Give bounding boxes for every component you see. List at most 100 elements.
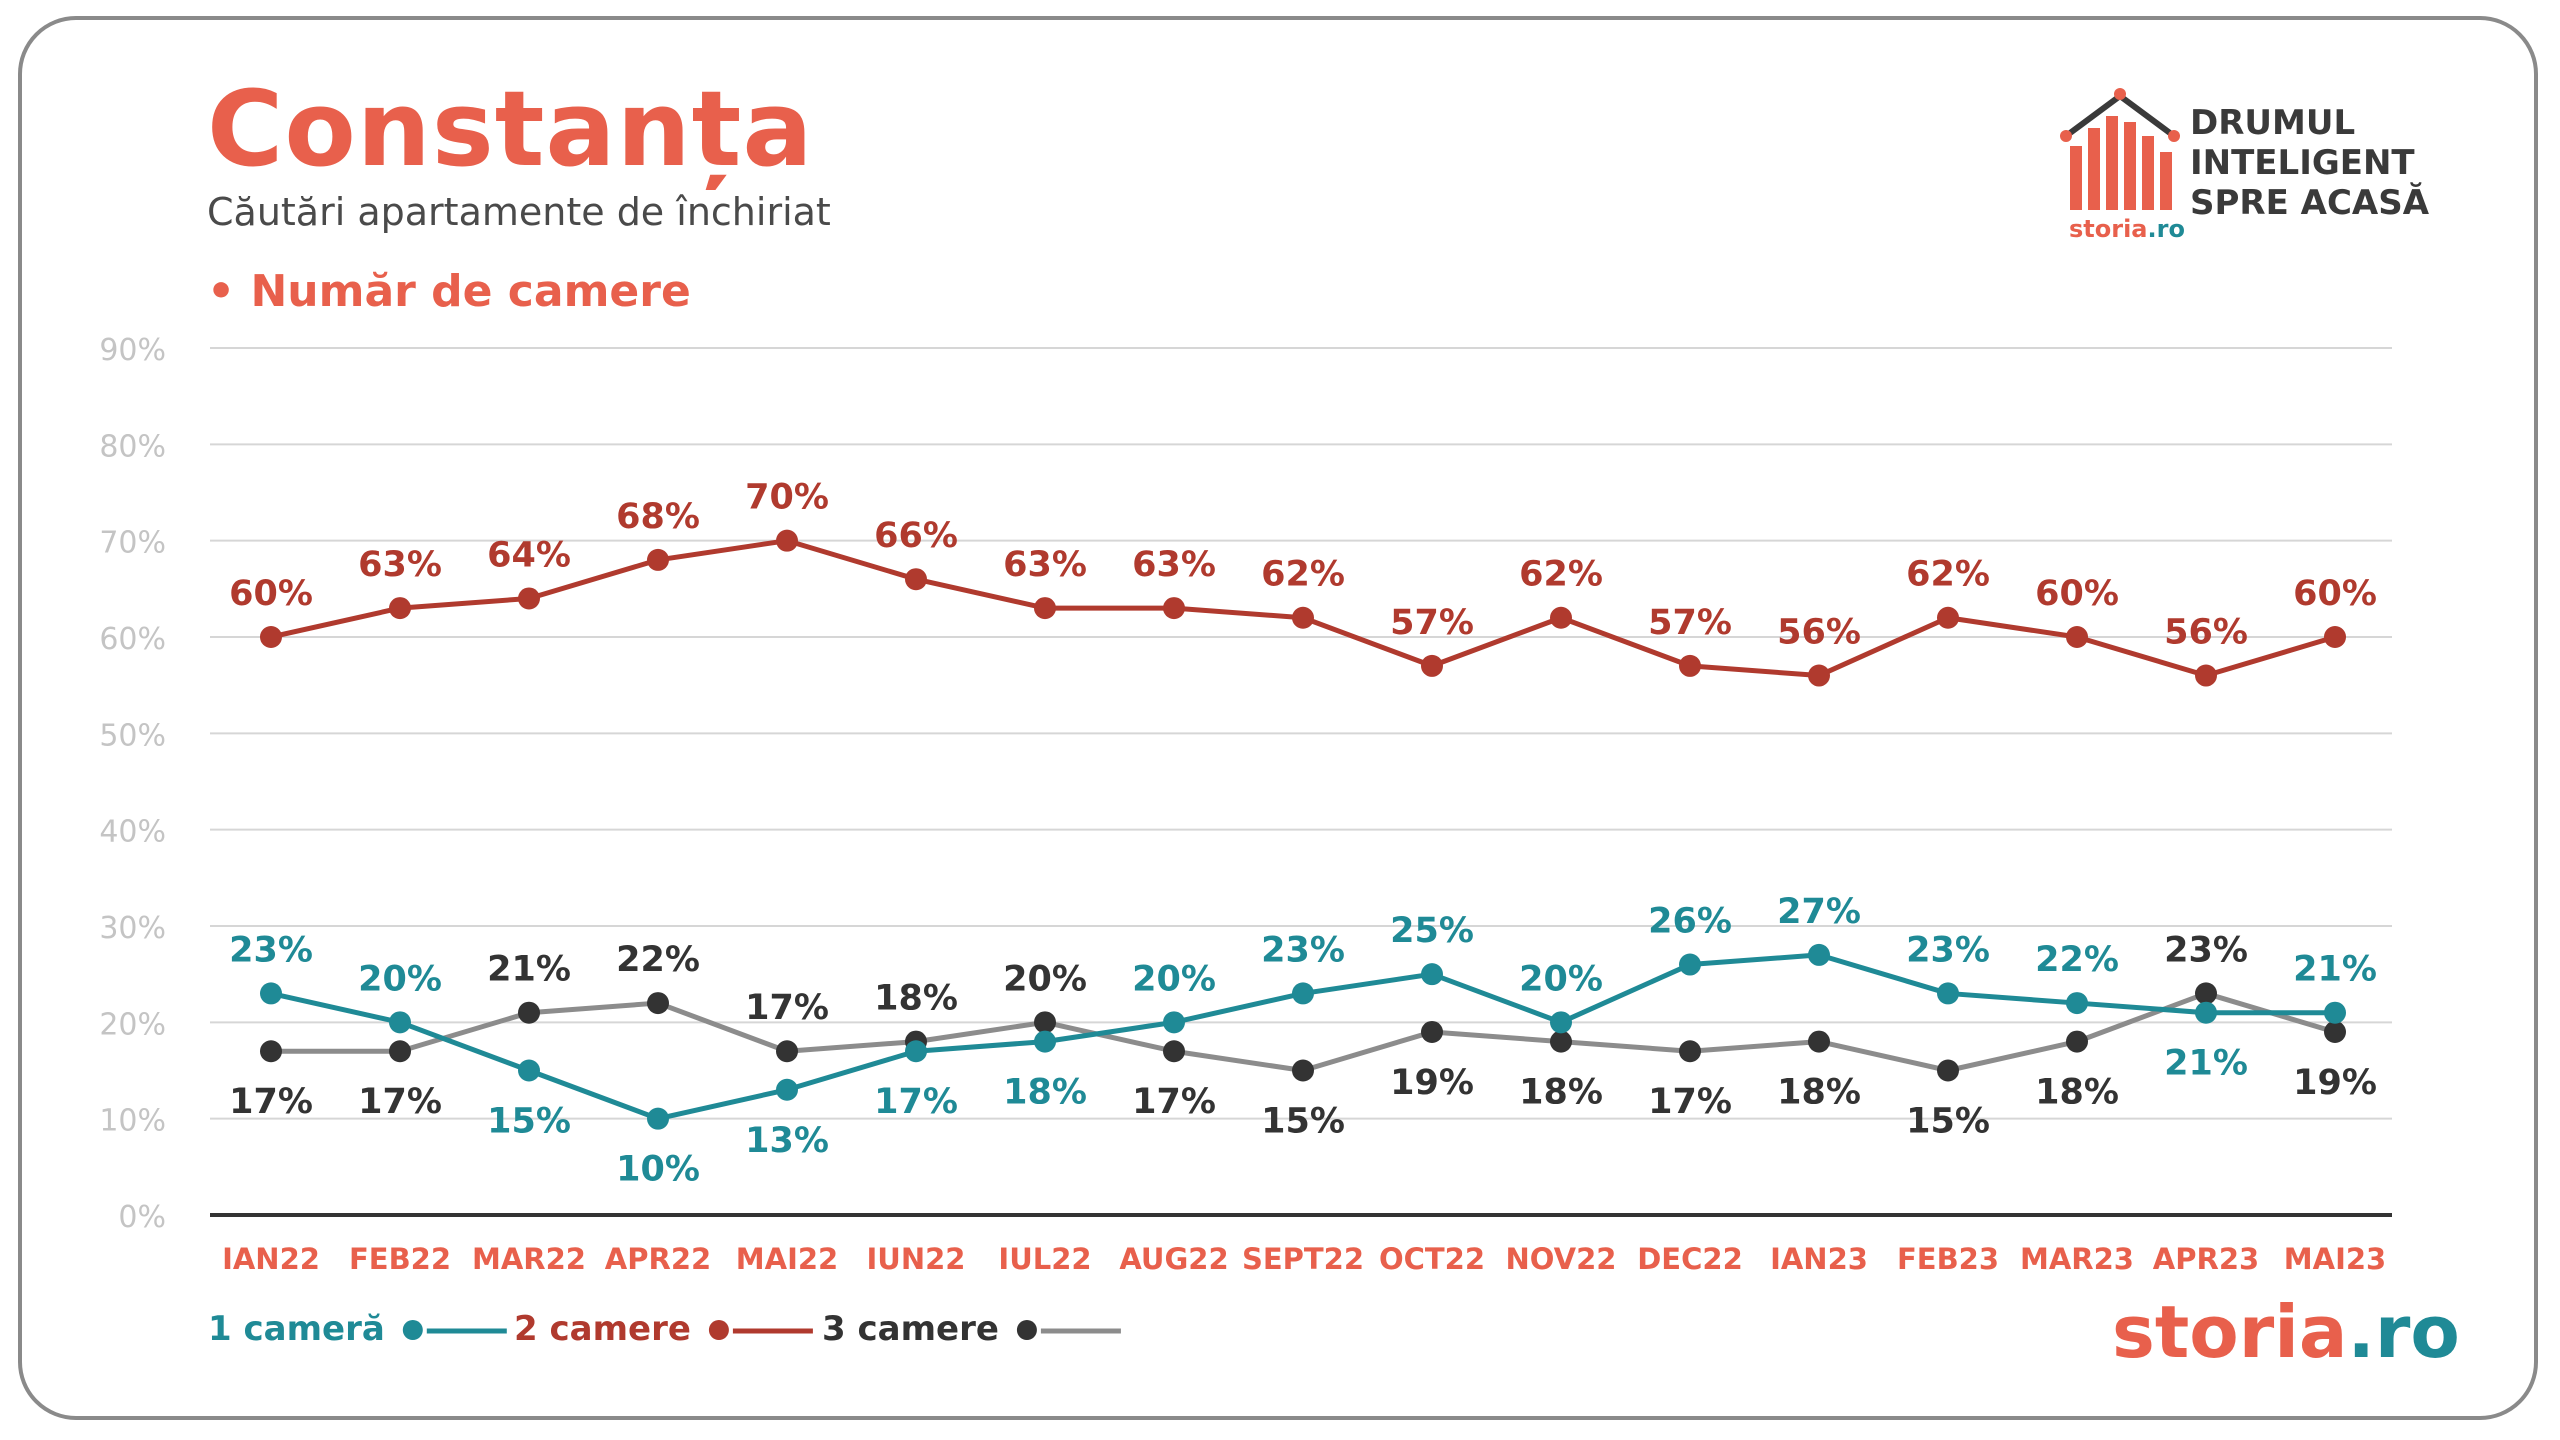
data-label-series-2: 57%: [1390, 603, 1474, 643]
data-label-series-1: 23%: [1906, 930, 1990, 970]
data-point-series-3: [1808, 1030, 1830, 1053]
x-tick-label: IUL22: [998, 1242, 1091, 1276]
data-label-series-3: 17%: [1132, 1082, 1216, 1122]
data-point-series-3: [1550, 1030, 1572, 1053]
house-chart-logo-icon: [2060, 88, 2180, 210]
data-point-series-3: [389, 1040, 411, 1063]
data-point-series-2: [2195, 664, 2217, 687]
data-label-series-1: 18%: [1003, 1073, 1087, 1113]
x-tick-label: SEPT22: [1242, 1242, 1364, 1276]
y-tick-label: 80%: [99, 429, 166, 464]
data-point-series-2: [647, 548, 669, 571]
data-label-series-3: 18%: [874, 979, 958, 1019]
data-label-series-3: 18%: [1519, 1073, 1603, 1113]
data-label-series-2: 62%: [1261, 555, 1345, 595]
data-point-series-3: [647, 992, 669, 1015]
data-point-series-2: [776, 529, 798, 552]
x-tick-label: MAI23: [2284, 1242, 2386, 1276]
y-tick-label: 0%: [118, 1200, 166, 1235]
data-point-series-1: [1937, 982, 1959, 1005]
data-point-series-3: [1937, 1059, 1959, 1082]
tagline-line-3: SPRE ACASĂ: [2190, 183, 2430, 223]
data-label-series-1: 23%: [1261, 930, 1345, 970]
data-label-series-3: 15%: [1261, 1102, 1345, 1142]
data-point-series-2: [389, 597, 411, 620]
card-frame: [18, 16, 2538, 1420]
data-point-series-2: [2066, 626, 2088, 648]
data-point-series-2: [1808, 664, 1830, 687]
data-label-series-3: 18%: [1777, 1073, 1861, 1113]
data-point-series-1: [1808, 943, 1830, 966]
data-label-series-2: 63%: [1003, 545, 1087, 585]
data-label-series-3: 17%: [1648, 1082, 1732, 1122]
data-point-series-2: [905, 568, 927, 591]
data-point-series-1: [389, 1011, 411, 1034]
data-label-series-2: 63%: [358, 545, 442, 585]
data-point-series-3: [1421, 1020, 1443, 1043]
data-point-series-1: [1679, 953, 1701, 976]
x-tick-label: MAI22: [736, 1242, 838, 1276]
data-label-series-1: 23%: [229, 930, 313, 970]
data-point-series-2: [2324, 626, 2346, 648]
x-tick-label: MAR23: [2020, 1242, 2134, 1276]
brand-logo-small: storia.ro: [2069, 215, 2185, 243]
data-label-series-2: 64%: [487, 535, 571, 575]
data-point-series-3: [1163, 1040, 1185, 1063]
data-label-series-1: 13%: [745, 1121, 829, 1161]
data-label-series-2: 56%: [1777, 613, 1861, 653]
x-tick-label: MAR22: [472, 1242, 586, 1276]
series-line-1: [270, 952, 2335, 1122]
data-label-series-1: 26%: [1648, 902, 1732, 942]
legend-label-3: 3 camere: [822, 1309, 999, 1349]
data-point-series-1: [1292, 982, 1314, 1005]
data-label-series-3: 22%: [616, 940, 700, 980]
brand-tagline: DRUMUL INTELIGENT SPRE ACASĂ: [2190, 103, 2429, 223]
data-label-series-1: 20%: [1132, 959, 1216, 999]
data-label-series-1: 25%: [1390, 911, 1474, 951]
data-point-series-3: [2324, 1020, 2346, 1043]
logo-small-tld: .ro: [2147, 215, 2185, 243]
legend-marker-2: [708, 1320, 729, 1340]
y-tick-label: 70%: [99, 526, 166, 561]
data-point-series-1: [2195, 1001, 2217, 1024]
data-point-series-1: [260, 982, 282, 1005]
x-tick-label: APR22: [605, 1242, 711, 1276]
data-point-series-1: [2066, 992, 2088, 1015]
data-label-series-2: 68%: [616, 497, 700, 537]
data-point-series-1: [1550, 1011, 1572, 1034]
data-point-series-1: [1163, 1011, 1185, 1034]
data-label-series-3: 17%: [358, 1082, 442, 1122]
data-point-series-3: [1292, 1059, 1314, 1082]
data-point-series-2: [1163, 597, 1185, 620]
data-label-series-1: 21%: [2293, 950, 2377, 990]
data-point-series-1: [905, 1040, 927, 1063]
data-label-series-3: 19%: [1390, 1063, 1474, 1103]
data-point-series-3: [1034, 1011, 1056, 1034]
data-label-series-1: 10%: [616, 1150, 700, 1190]
y-tick-label: 10%: [99, 1104, 166, 1139]
data-point-series-1: [2324, 1001, 2346, 1024]
data-label-series-1: 20%: [1519, 959, 1603, 999]
data-label-series-2: 62%: [1519, 555, 1603, 595]
data-label-series-3: 19%: [2293, 1063, 2377, 1103]
x-tick-label: AUG22: [1119, 1242, 1228, 1276]
legend-marker-3: [1016, 1320, 1037, 1340]
data-label-series-1: 15%: [487, 1102, 571, 1142]
data-point-series-1: [647, 1107, 669, 1130]
data-label-series-1: 22%: [2035, 940, 2119, 980]
data-point-series-3: [2195, 982, 2217, 1005]
data-label-series-2: 56%: [2164, 613, 2248, 653]
x-tick-label: DEC22: [1637, 1242, 1743, 1276]
tagline-line-1: DRUMUL: [2190, 103, 2356, 143]
data-label-series-2: 66%: [874, 516, 958, 556]
data-label-series-1: 21%: [2164, 1044, 2248, 1084]
data-point-series-1: [518, 1059, 540, 1082]
data-point-series-1: [1034, 1030, 1056, 1053]
data-point-series-2: [1937, 606, 1959, 629]
x-tick-label: OCT22: [1379, 1242, 1485, 1276]
section-heading: • Număr de camere: [207, 266, 691, 317]
y-tick-label: 90%: [99, 333, 166, 368]
data-point-series-3: [2066, 1030, 2088, 1053]
y-tick-label: 40%: [99, 815, 166, 850]
